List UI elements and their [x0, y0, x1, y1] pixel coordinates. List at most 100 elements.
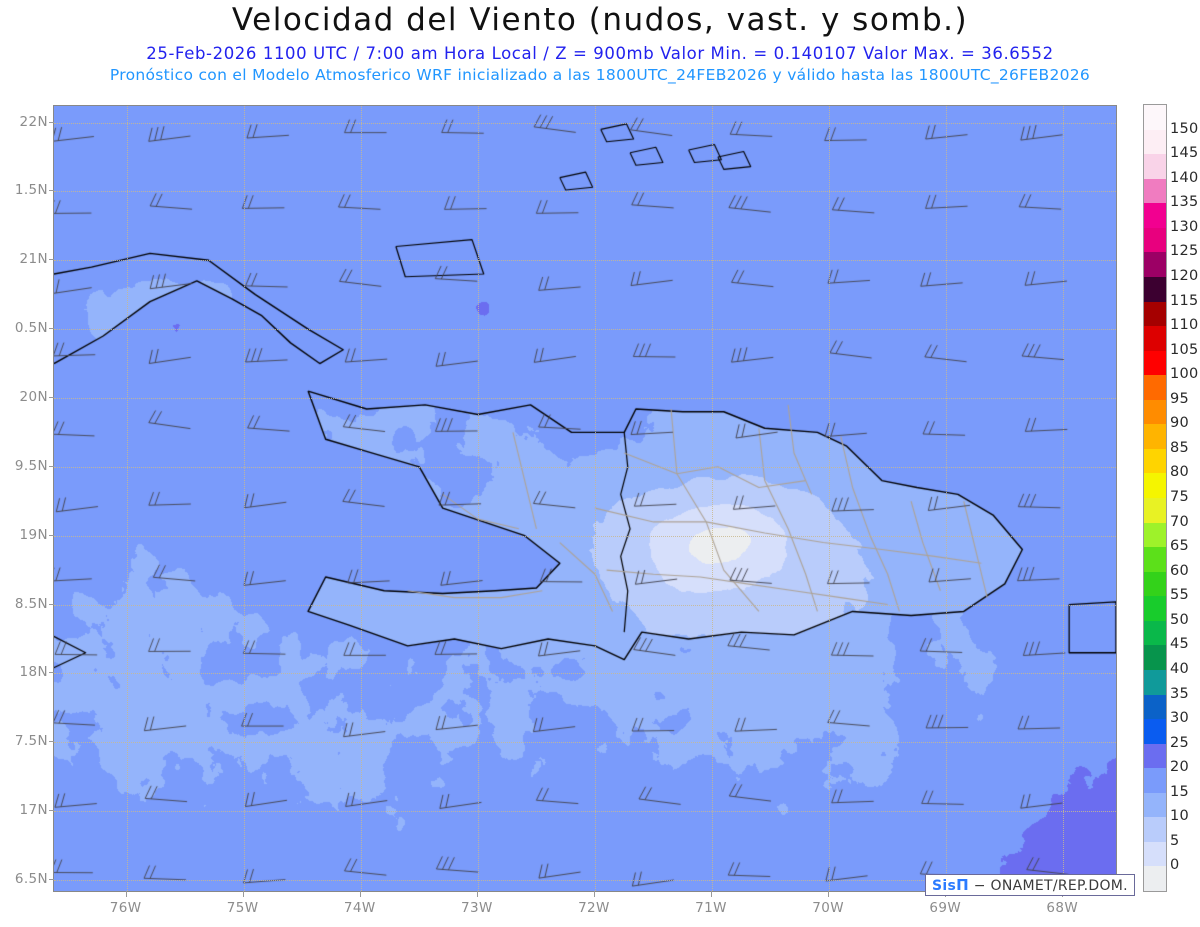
lon-label: 69W	[929, 900, 962, 916]
lon-tick	[593, 891, 595, 897]
colorbar-tick-label: 5	[1170, 832, 1180, 849]
colorbar-tick-label: 60	[1170, 562, 1190, 579]
colorbar-tick-label: 15	[1170, 783, 1190, 800]
colorbar-tick-label: 30	[1170, 710, 1190, 727]
lat-label: 21N	[19, 251, 48, 268]
watermark-org: ONAMET/REP.DOM.	[990, 878, 1128, 894]
colorbar-tick-label: 50	[1170, 611, 1190, 628]
colorbar-band	[1144, 547, 1166, 572]
colorbar-band	[1144, 596, 1166, 621]
lon-tick	[359, 891, 361, 897]
colorbar-band	[1144, 326, 1166, 351]
colorbar-band	[1144, 399, 1166, 425]
lon-label: 73W	[460, 900, 493, 916]
lat-label: 1.5N	[14, 182, 48, 199]
colorbar-band	[1144, 792, 1166, 818]
watermark-separator: −	[968, 878, 991, 894]
map-plot-area[interactable]	[53, 105, 1117, 892]
colorbar-tick-label: 40	[1170, 660, 1190, 677]
colorbar-band	[1144, 276, 1166, 302]
colorbar-tick-label: 135	[1170, 194, 1199, 211]
subtitle-model-info: Pronóstico con el Modelo Atmosferico WRF…	[109, 66, 1091, 84]
lon-label: 72W	[578, 900, 610, 916]
watermark-logo: SisΠ − ONAMET/REP.DOM.	[925, 874, 1135, 896]
lat-tick	[49, 465, 54, 467]
lon-tick	[242, 891, 244, 897]
colorbar-band	[1144, 743, 1166, 769]
lat-tick	[49, 328, 54, 330]
lat-tick	[49, 810, 54, 812]
colorbar-tick-label: 0	[1170, 857, 1180, 874]
colorbar-tick-label: 105	[1170, 341, 1199, 358]
colorbar-band	[1144, 227, 1166, 253]
colorbar-scale[interactable]	[1143, 104, 1167, 892]
colorbar-band	[1144, 866, 1166, 891]
subtitle-valid-time: 25-Feb-2026 1100 UTC / 7:00 am Hora Loca…	[146, 44, 1054, 63]
colorbar-band	[1144, 350, 1166, 376]
colorbar-tick-label: 115	[1170, 292, 1199, 309]
lat-tick	[49, 259, 54, 261]
lat-label: 8.5N	[14, 595, 48, 612]
lat-label: 7.5N	[14, 733, 48, 750]
colorbar-tick-label: 80	[1170, 464, 1190, 481]
colorbar-band	[1144, 719, 1166, 744]
colorbar-band	[1144, 178, 1166, 204]
colorbar-band	[1144, 694, 1166, 720]
lat-tick	[49, 741, 54, 743]
colorbar-tick-label: 120	[1170, 267, 1199, 284]
colorbar-tick-label: 150	[1170, 120, 1199, 137]
colorbar-band	[1144, 669, 1166, 695]
lat-tick	[49, 878, 54, 880]
watermark-pi-symbol: Π	[956, 876, 969, 894]
colorbar-tick-label: 35	[1170, 685, 1190, 702]
lon-label: 71W	[695, 900, 727, 916]
colorbar-band	[1144, 473, 1166, 498]
colorbar-band	[1144, 448, 1166, 474]
colorbar-band	[1144, 768, 1166, 793]
lat-label: 0.5N	[14, 320, 48, 337]
colorbar-band	[1144, 498, 1166, 523]
colorbar-band	[1144, 129, 1166, 155]
colorbar-band	[1144, 105, 1166, 130]
lat-label: 6.5N	[14, 870, 48, 887]
lat-label: 9.5N	[14, 457, 48, 474]
colorbar-tick-label: 125	[1170, 243, 1199, 260]
lat-label: 17N	[19, 802, 48, 819]
lat-tick	[49, 534, 54, 536]
lat-tick	[49, 603, 54, 605]
colorbar-tick-labels: 0 5 10 15 20 25 30 35 40 45 50 55 60 65 70 75 80 85 90 95 10…	[1170, 104, 1200, 894]
page-title: Velocidad del Viento (nudos, vast. y som…	[231, 2, 969, 38]
colorbar-tick-label: 95	[1170, 390, 1190, 407]
lon-tick	[476, 891, 478, 897]
colorbar-tick-label: 70	[1170, 513, 1190, 530]
colorbar-tick-label: 10	[1170, 808, 1190, 825]
watermark-brand: Sis	[932, 878, 957, 894]
colorbar-tick-label: 130	[1170, 218, 1199, 235]
lon-label: 70W	[812, 900, 844, 916]
colorbar-band	[1144, 571, 1166, 597]
lon-tick	[828, 891, 830, 897]
colorbar-tick-label: 85	[1170, 439, 1190, 456]
lon-label: 76W	[109, 900, 142, 916]
colorbar-band	[1144, 203, 1166, 228]
lat-tick	[49, 121, 54, 123]
colorbar-tick-label: 110	[1170, 317, 1199, 334]
colorbar-band	[1144, 375, 1166, 400]
lat-label: 18N	[19, 664, 48, 681]
lon-tick	[125, 891, 127, 897]
lon-label: 75W	[226, 900, 259, 916]
latitude-axis: 22N 1.5N 21N 0.5N 20N 9.5N 19N 8.5N 18N 7.5N 17N 6.…	[0, 0, 54, 927]
colorbar-band	[1144, 645, 1166, 670]
colorbar-tick-label: 45	[1170, 636, 1190, 653]
lat-label: 22N	[19, 113, 48, 130]
colorbar-tick-label: 65	[1170, 538, 1190, 555]
wind-speed-shading	[54, 106, 1116, 891]
colorbar-band	[1144, 301, 1166, 327]
lon-label: 74W	[343, 900, 376, 916]
colorbar-tick-label: 100	[1170, 366, 1199, 383]
colorbar-tick-label: 140	[1170, 169, 1199, 186]
colorbar-tick-label: 145	[1170, 145, 1199, 162]
colorbar-band	[1144, 252, 1166, 277]
colorbar-tick-label: 90	[1170, 415, 1190, 432]
